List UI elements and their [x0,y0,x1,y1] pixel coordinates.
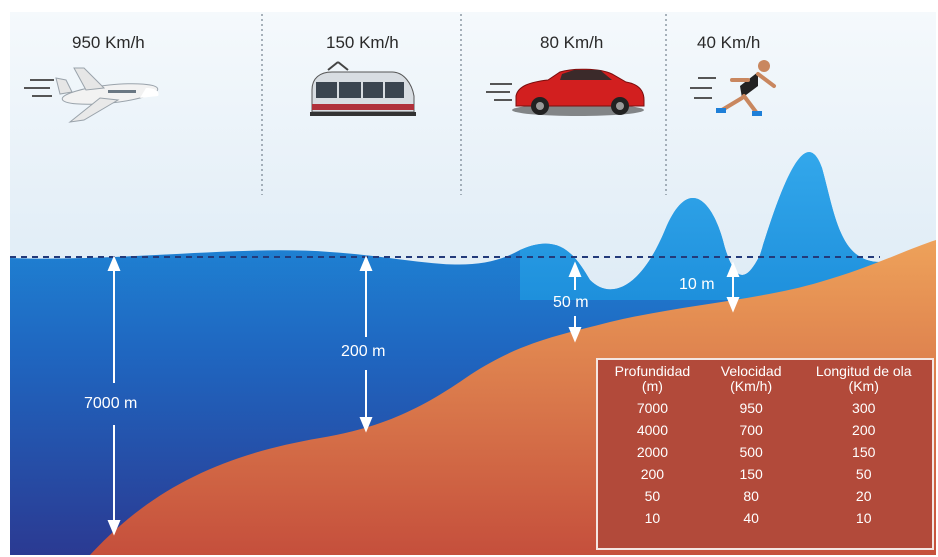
table-cell: 10 [855,510,872,526]
speed-label-tram: 150 Km/h [326,33,399,52]
speed-label-plane: 950 Km/h [72,33,145,52]
table-row: 200 150 50 [598,463,932,485]
header-depth: Profundidad (m) [614,363,691,394]
table-cell: 200 [640,466,665,482]
depth-label-50: 50 m [553,294,589,311]
table-cell: 4000 [636,422,668,438]
depth-label-200: 200 m [341,343,386,360]
table-cell: 80 [743,488,759,504]
depth-label-7000: 7000 m [84,395,138,412]
table-header-row: Profundidad (m) Velocidad (Km/h) Longitud … [598,360,932,397]
table-row: 7000 950 300 [598,397,932,419]
runner-icon [690,60,776,116]
table-cell: 50 [855,466,872,482]
table-cell: 10 [644,510,661,526]
depth-arrow-200 [359,255,373,433]
table-cell: 950 [739,400,763,416]
header-wavelength: Longitud de ola (Km) [815,363,912,394]
speed-label-runner: 40 Km/h [697,33,761,52]
table-cell: 500 [739,444,763,460]
wave-data-table: Profundidad (m) Velocidad (Km/h) Longitud … [596,358,934,550]
table-row: 50 80 20 [598,485,932,507]
table-row: 10 40 10 [598,507,932,529]
table-cell: 150 [852,444,876,460]
table-cell: 150 [739,466,763,482]
depth-arrow-50 [568,261,582,343]
table-row: 2000 500 150 [598,441,932,463]
tram-icon [310,61,416,116]
depth-arrow-10 [726,261,740,313]
header-speed: Velocidad (Km/h) [720,363,782,394]
table-cell: 7000 [636,400,668,416]
table-cell: 20 [855,488,872,504]
speed-label-car: 80 Km/h [540,33,604,52]
table-cell: 40 [743,510,759,526]
table-cell: 300 [852,400,876,416]
table-cell: 700 [739,422,763,438]
depth-arrow-7000 [107,255,121,536]
table-row: 4000 700 200 [598,419,932,441]
depth-label-10: 10 m [679,276,715,293]
table-cell: 200 [852,422,876,438]
data-table-grid: Profundidad (m) Velocidad (Km/h) Longitud … [598,360,932,529]
red-car-icon [486,68,645,116]
jet-plane-icon [24,67,159,123]
wave-crests [520,152,880,300]
table-cell: 2000 [636,444,668,460]
table-cell: 50 [644,488,661,504]
